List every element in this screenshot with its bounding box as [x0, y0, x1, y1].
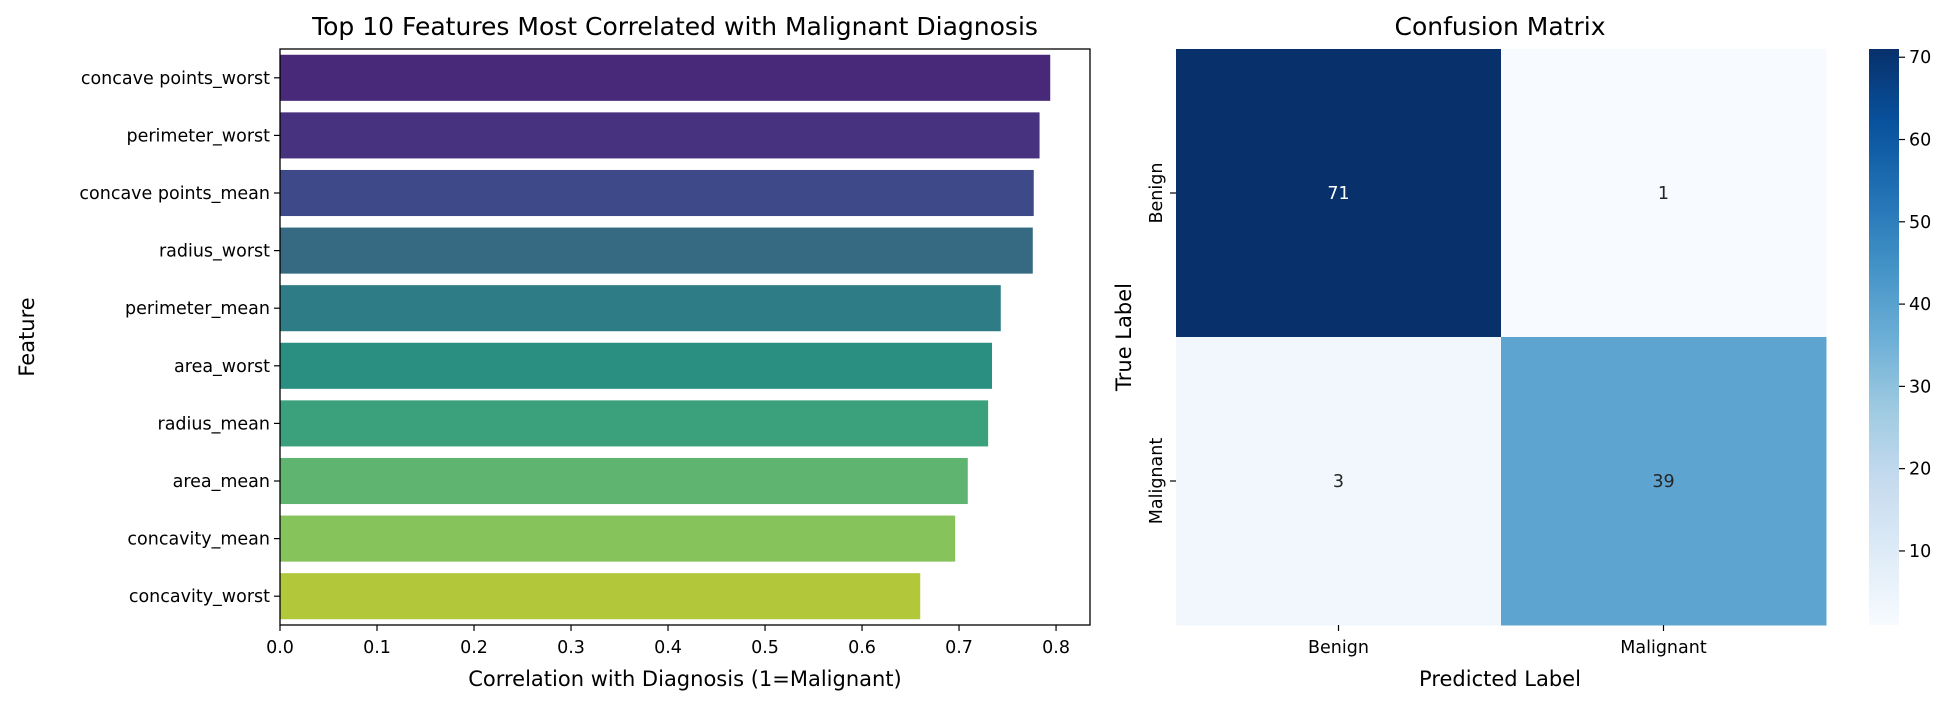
- bar-chart: Top 10 Features Most Correlated with Mal…: [15, 12, 1091, 691]
- colorbar-tick-label: 60: [1909, 131, 1931, 151]
- bar-x-tick-label: 0.4: [654, 638, 682, 658]
- heatmap-cell: [1176, 337, 1502, 626]
- colorbar-tick-label: 20: [1909, 460, 1931, 480]
- bar-y-tick-label: perimeter_mean: [125, 299, 270, 319]
- heatmap-x-tick-label: Malignant: [1620, 638, 1707, 658]
- bar-y-tick-label: radius_mean: [158, 414, 270, 434]
- bar-x-tick-label: 0.6: [848, 638, 876, 658]
- bar-x-tick-label: 0.7: [945, 638, 973, 658]
- bar-3: [280, 227, 1033, 274]
- heatmap-y-ticks: Benign Malignant: [1147, 163, 1176, 525]
- bar-y-tick-label: concave points_worst: [81, 69, 270, 89]
- heatmap-y-tick-label: Malignant: [1147, 438, 1167, 525]
- bar-x-tick-label: 0.8: [1042, 638, 1070, 658]
- bar-x-tick-label: 0.5: [751, 638, 779, 658]
- bar-y-tick-label: perimeter_worst: [126, 126, 270, 146]
- colorbar-tick-label: 40: [1909, 295, 1931, 315]
- heatmap-cell-value: 71: [1327, 184, 1349, 204]
- heatmap-cell-value: 39: [1652, 472, 1674, 492]
- bar-y-tick-label: area_worst: [174, 357, 270, 377]
- bar-7: [280, 457, 968, 505]
- confusion-matrix: Confusion Matrix 71 13 39 Benign Malignant …: [1112, 12, 1931, 691]
- heatmap-cell-value: 3: [1333, 472, 1344, 492]
- bar-x-tick-label: 0.2: [460, 638, 488, 658]
- heatmap-x-axis-label: Predicted Label: [1419, 667, 1581, 691]
- bar-8: [280, 515, 956, 562]
- colorbar-tick-label: 70: [1909, 48, 1931, 68]
- bar-1: [280, 112, 1040, 159]
- colorbar-tick-label: 10: [1909, 542, 1931, 562]
- bar-5: [280, 342, 993, 389]
- bar-6: [280, 400, 989, 447]
- bar-y-tick-label: area_mean: [173, 472, 270, 492]
- bar-y-tick-label: concavity_mean: [127, 530, 270, 550]
- heatmap-cell: [1501, 49, 1827, 338]
- bar-y-ticks: concave points_worst perimeter_worstconca…: [79, 69, 280, 607]
- heatmap-cells: 71 1 3 39: [1176, 49, 1827, 626]
- colorbar-ticks: 10 20 30 40 50 60 70: [1899, 48, 1931, 562]
- bar-y-tick-label: concave points_mean: [79, 184, 270, 204]
- bar-9: [280, 573, 921, 620]
- heatmap-cell: [1501, 337, 1827, 626]
- bar-x-ticks: 0.0 0.1 0.2 0.3 0.4 0.5 0.6 0.7 0.8: [266, 625, 1070, 658]
- bar-plot-frame: [279, 48, 1091, 626]
- bar-2: [280, 169, 1034, 217]
- heatmap-x-tick-label: Benign: [1308, 638, 1369, 658]
- bar-x-tick-label: 0.0: [266, 638, 294, 658]
- bar-y-tick-label: radius_worst: [159, 242, 270, 262]
- bar-y-tick-label: concavity_worst: [129, 587, 270, 607]
- colorbar: [1869, 49, 1899, 625]
- bar-chart-title: Top 10 Features Most Correlated with Mal…: [311, 12, 1038, 41]
- heatmap-title: Confusion Matrix: [1394, 12, 1605, 41]
- bar-y-axis-label: Feature: [15, 297, 39, 376]
- heatmap-y-axis-label: True Label: [1112, 283, 1136, 392]
- bar-0: [280, 54, 1051, 101]
- bar-x-tick-label: 0.3: [557, 638, 585, 658]
- bar-4: [280, 285, 1001, 332]
- colorbar-tick-label: 30: [1909, 377, 1931, 397]
- bars: [280, 54, 1051, 620]
- colorbar-tick-label: 50: [1909, 213, 1931, 233]
- bar-x-axis-label: Correlation with Diagnosis (1=Malignant): [468, 667, 902, 691]
- heatmap-cell: [1176, 49, 1502, 338]
- heatmap-cell-value: 1: [1658, 184, 1669, 204]
- heatmap-x-ticks: Benign Malignant: [1308, 625, 1707, 658]
- bar-x-tick-label: 0.1: [363, 638, 391, 658]
- heatmap-y-tick-label: Benign: [1147, 163, 1167, 224]
